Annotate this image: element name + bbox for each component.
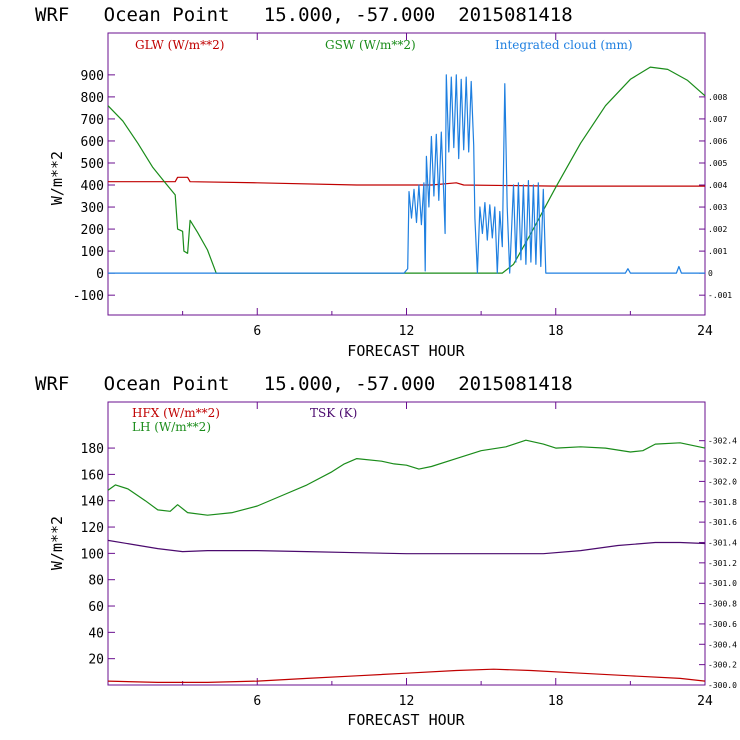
panel2-right-tick-label: -300.4 <box>708 640 737 649</box>
panel2-right-tick-label: -302.4 <box>708 437 737 446</box>
panel1-y-tick-label: 100 <box>81 245 104 260</box>
panel2-y-tick-label: 100 <box>81 547 104 562</box>
panel1-y-tick-label: 700 <box>81 113 104 128</box>
panel1-right-tick-label: .003 <box>708 203 727 212</box>
panel2-y-tick-label: 120 <box>81 521 104 536</box>
panel1-x-tick-label: 6 <box>253 324 261 339</box>
panel2-right-tick-label: -301.8 <box>708 498 737 507</box>
panel2-x-tick-label: 12 <box>399 694 415 709</box>
panel1-y-tick-label: 600 <box>81 135 104 150</box>
panel2-right-tick-label: -301.4 <box>708 538 737 547</box>
legend-gsw: GSW (W/m**2) <box>325 38 416 52</box>
panel1-y-tick-label: 0 <box>96 267 104 282</box>
lh-line <box>107 439 706 516</box>
panel1-x-tick-label: 12 <box>399 324 415 339</box>
panel2-right-tick-label: -302.2 <box>708 457 737 466</box>
gsw-line <box>107 66 706 274</box>
panel1-x-tick-label: 18 <box>548 324 564 339</box>
panel1-y-tick-label: 300 <box>81 201 104 216</box>
panel2-right-tick-label: -301.6 <box>708 518 737 527</box>
legend-lh: LH (W/m**2) <box>132 420 211 434</box>
panel2-y-tick-label: 160 <box>81 468 104 483</box>
panel1-axes: 6 12 18 24 -100 0 100 200 300 400 500 600 700 800 900 -… <box>73 33 732 339</box>
panel2-y-tick-label: 140 <box>81 495 104 510</box>
glw-line <box>108 176 705 187</box>
panel2-y-tick-label: 80 <box>88 574 104 589</box>
panel2-plot-frame <box>107 401 706 686</box>
panel2-y-tick-label: 40 <box>88 626 104 641</box>
panel2-y-tick-label: 20 <box>88 653 104 668</box>
panel2-y-axis-label: W/m**2 <box>48 516 66 570</box>
panel2-x-tick-label: 6 <box>253 694 261 709</box>
panel2-right-tick-label: -301.0 <box>708 579 737 588</box>
panel1-right-tick-label: -.001 <box>708 291 732 300</box>
panel1-right-tick-label: .005 <box>708 159 727 168</box>
panel2-x-tick-label: 18 <box>548 694 564 709</box>
panel1-right-tick-label: 0 <box>708 269 713 278</box>
panel2-title: WRF Ocean Point 15.000, -57.000 20150814… <box>35 373 573 395</box>
panel1-right-tick-label: .007 <box>708 115 727 124</box>
panel1-right-tick-label: .004 <box>708 181 727 190</box>
legend-hfx: HFX (W/m**2) <box>132 406 220 420</box>
panel2-right-tick-label: -300.0 <box>708 681 737 690</box>
integrated-cloud-line <box>108 74 705 274</box>
panel2-y-tick-label: 180 <box>81 442 104 457</box>
legend-tsk: TSK (K) <box>310 406 357 420</box>
surface-flux-panel: WRF Ocean Point 15.000, -57.000 20150814… <box>35 373 737 729</box>
tsk-line <box>107 539 706 555</box>
panel1-right-tick-label: .001 <box>708 247 727 256</box>
panel1-y-tick-label: 500 <box>81 157 104 172</box>
panel2-series <box>107 439 706 683</box>
panel1-x-axis-label: FORECAST HOUR <box>347 342 465 360</box>
panel2-right-tick-label: -300.8 <box>708 600 737 609</box>
panel1-x-tick-label: 24 <box>697 324 713 339</box>
panel2-right-tick-label: -301.2 <box>708 559 737 568</box>
panel2-right-tick-label: -300.2 <box>708 661 737 670</box>
legend-integrated-cloud: Integrated cloud (mm) <box>495 38 633 52</box>
panel1-right-tick-label: .002 <box>708 225 727 234</box>
legend-glw: GLW (W/m**2) <box>135 38 224 52</box>
panel2-x-axis-label: FORECAST HOUR <box>347 711 465 729</box>
panel2-x-tick-label: 24 <box>697 694 713 709</box>
panel2-right-tick-label: -300.6 <box>708 620 737 629</box>
panel1-y-tick-label: 200 <box>81 223 104 238</box>
panel2-right-tick-label: -302.0 <box>708 477 737 486</box>
panel1-y-axis-label: W/m**2 <box>48 151 66 205</box>
panel1-y-tick-label: 400 <box>81 179 104 194</box>
panel1-right-tick-label: .006 <box>708 137 727 146</box>
panel1-y-tick-label: 900 <box>81 69 104 84</box>
panel1-y-tick-label: -100 <box>73 289 104 304</box>
radiation-cloud-panel: WRF Ocean Point 15.000, -57.000 20150814… <box>35 4 732 360</box>
panel1-y-tick-label: 800 <box>81 91 104 106</box>
panel1-series <box>107 66 706 274</box>
panel1-right-tick-label: .008 <box>708 93 727 102</box>
panel1-title: WRF Ocean Point 15.000, -57.000 20150814… <box>35 4 573 26</box>
panel2-y-tick-label: 60 <box>88 600 104 615</box>
hfx-line <box>107 668 706 683</box>
panel2-axes: 6 12 18 24 20 40 60 80 100 120 140 160 180 -300.0 -300… <box>81 402 737 709</box>
